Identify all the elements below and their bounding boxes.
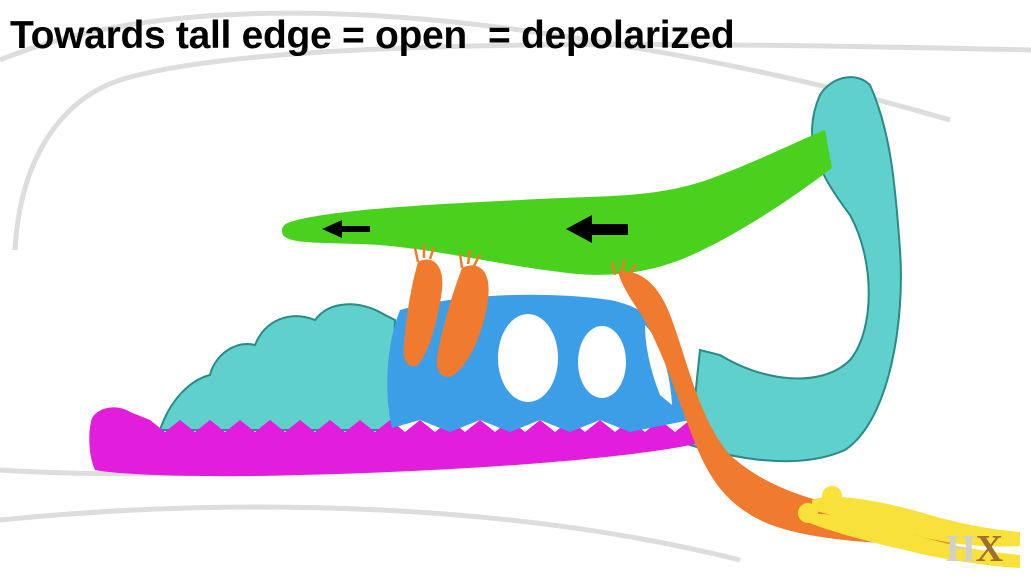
logo-letter-h: H bbox=[946, 528, 976, 570]
support-cell-hump bbox=[158, 303, 397, 431]
tunnel-hole bbox=[498, 314, 558, 402]
axon-terminals bbox=[798, 486, 1020, 568]
nerve-fibers bbox=[403, 259, 955, 545]
direction-arrows bbox=[322, 215, 628, 243]
inner-hair-cell bbox=[436, 265, 489, 377]
support-cell-column bbox=[688, 76, 902, 463]
basilar-membrane bbox=[89, 407, 713, 477]
inner-hair-cell bbox=[403, 259, 443, 367]
left-arrow-icon bbox=[566, 215, 628, 243]
tectorial-membrane bbox=[281, 130, 832, 275]
tunnel-hole bbox=[645, 325, 672, 405]
diagram-title: Towards tall edge = open = depolarized bbox=[10, 14, 735, 57]
outer-hair-cell-fiber bbox=[618, 271, 955, 545]
tunnel-hole bbox=[578, 326, 626, 398]
hx-logo: HX bbox=[946, 526, 1026, 572]
logo-letter-x: X bbox=[975, 528, 1004, 570]
stereocilia bbox=[413, 244, 638, 276]
left-arrow-icon bbox=[322, 220, 370, 238]
